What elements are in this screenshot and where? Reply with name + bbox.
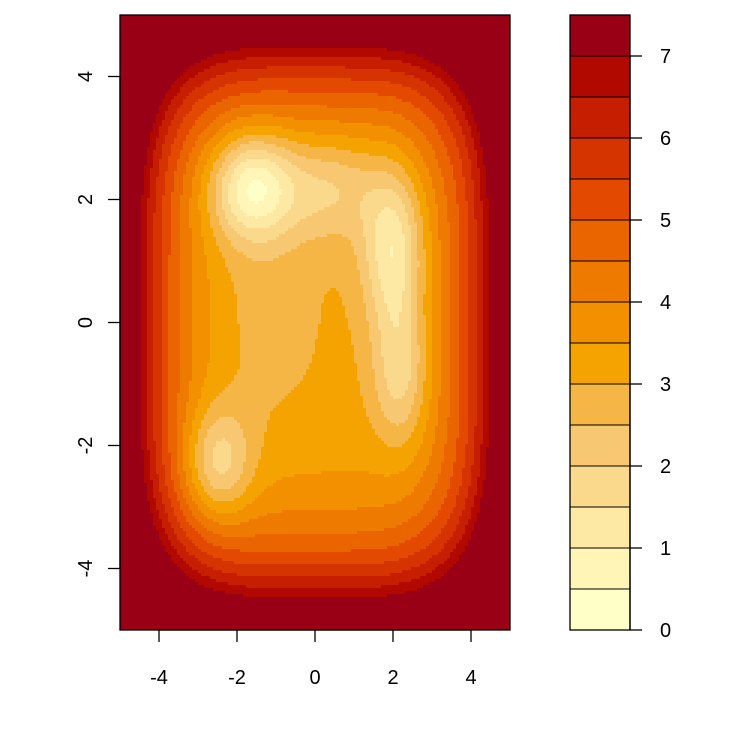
contour-band-1-1.5: [228, 159, 405, 327]
y-tick-label: -4: [75, 560, 97, 578]
contour-band-5-5.5: [162, 78, 468, 564]
contour-band-4-4.5: [177, 105, 450, 537]
colorbar-swatch-3: [569, 342, 631, 385]
contour-band-5.5-6: [153, 66, 477, 576]
colorbar-tick-label: 3: [660, 374, 671, 396]
colorbar-tick-label: 7: [660, 46, 671, 68]
x-axis: -4 -2 0 2 4: [150, 629, 477, 689]
y-tick-label: 0: [75, 317, 97, 328]
x-tick-label: 2: [387, 667, 398, 689]
colorbar-swatches: [569, 14, 631, 631]
contour-band-7-7.5: [120, 15, 510, 630]
contour-band-2-2.5: [204, 141, 420, 489]
colorbar-swatch-7: [569, 14, 631, 57]
contour-band-4.5-5: [168, 90, 459, 552]
colorbar-swatch-1: [569, 506, 631, 549]
x-tick-label: -4: [150, 667, 168, 689]
y-tick-label: 4: [75, 71, 97, 82]
colorbar-swatch-5.5: [569, 137, 631, 180]
colorbar-swatch-3.5: [569, 301, 631, 344]
contour-band-3-3.5: [189, 126, 432, 513]
colorbar-swatch-6.5: [569, 55, 631, 98]
colorbar-swatch-5: [569, 178, 631, 221]
y-tick-label: 2: [75, 194, 97, 205]
x-tick-label: 4: [465, 667, 476, 689]
colorbar-swatch-2.5: [569, 383, 631, 426]
plot-area: [120, 15, 510, 630]
y-tick-label: -2: [75, 437, 97, 455]
colorbar-tick-label: 5: [660, 210, 671, 232]
colorbar-swatch-0.5: [569, 547, 631, 590]
colorbar-axis: 0 1 2 3 4 5 6 7: [629, 46, 671, 642]
x-tick-label: -2: [228, 667, 246, 689]
colorbar-swatch-4.5: [569, 219, 631, 262]
contour-band-2.5-3: [195, 135, 426, 501]
colorbar-tick-label: 2: [660, 456, 671, 478]
x-tick-label: 0: [309, 667, 320, 689]
colorbar-swatch-4: [569, 260, 631, 303]
contour-band-0.5-1: [237, 168, 393, 258]
colorbar-tick-label: 6: [660, 128, 671, 150]
colorbar-tick-label: 1: [660, 538, 671, 560]
colorbar-tick-label: 4: [660, 292, 671, 314]
colorbar-swatch-0: [569, 588, 631, 631]
contour-band-0-0.5: [246, 180, 267, 204]
contour-band-3.5-4: [183, 114, 441, 525]
colorbar-swatch-1.5: [569, 465, 631, 508]
colorbar-swatch-2: [569, 424, 631, 467]
colorbar-swatch-6: [569, 96, 631, 139]
colorbar-tick-label: 0: [660, 620, 671, 642]
y-axis: -4 -2 0 2 4: [75, 71, 121, 578]
contour-band-1.5-2: [213, 150, 411, 474]
colorbar-legend: 0 1 2 3 4 5 6 7: [569, 14, 671, 642]
